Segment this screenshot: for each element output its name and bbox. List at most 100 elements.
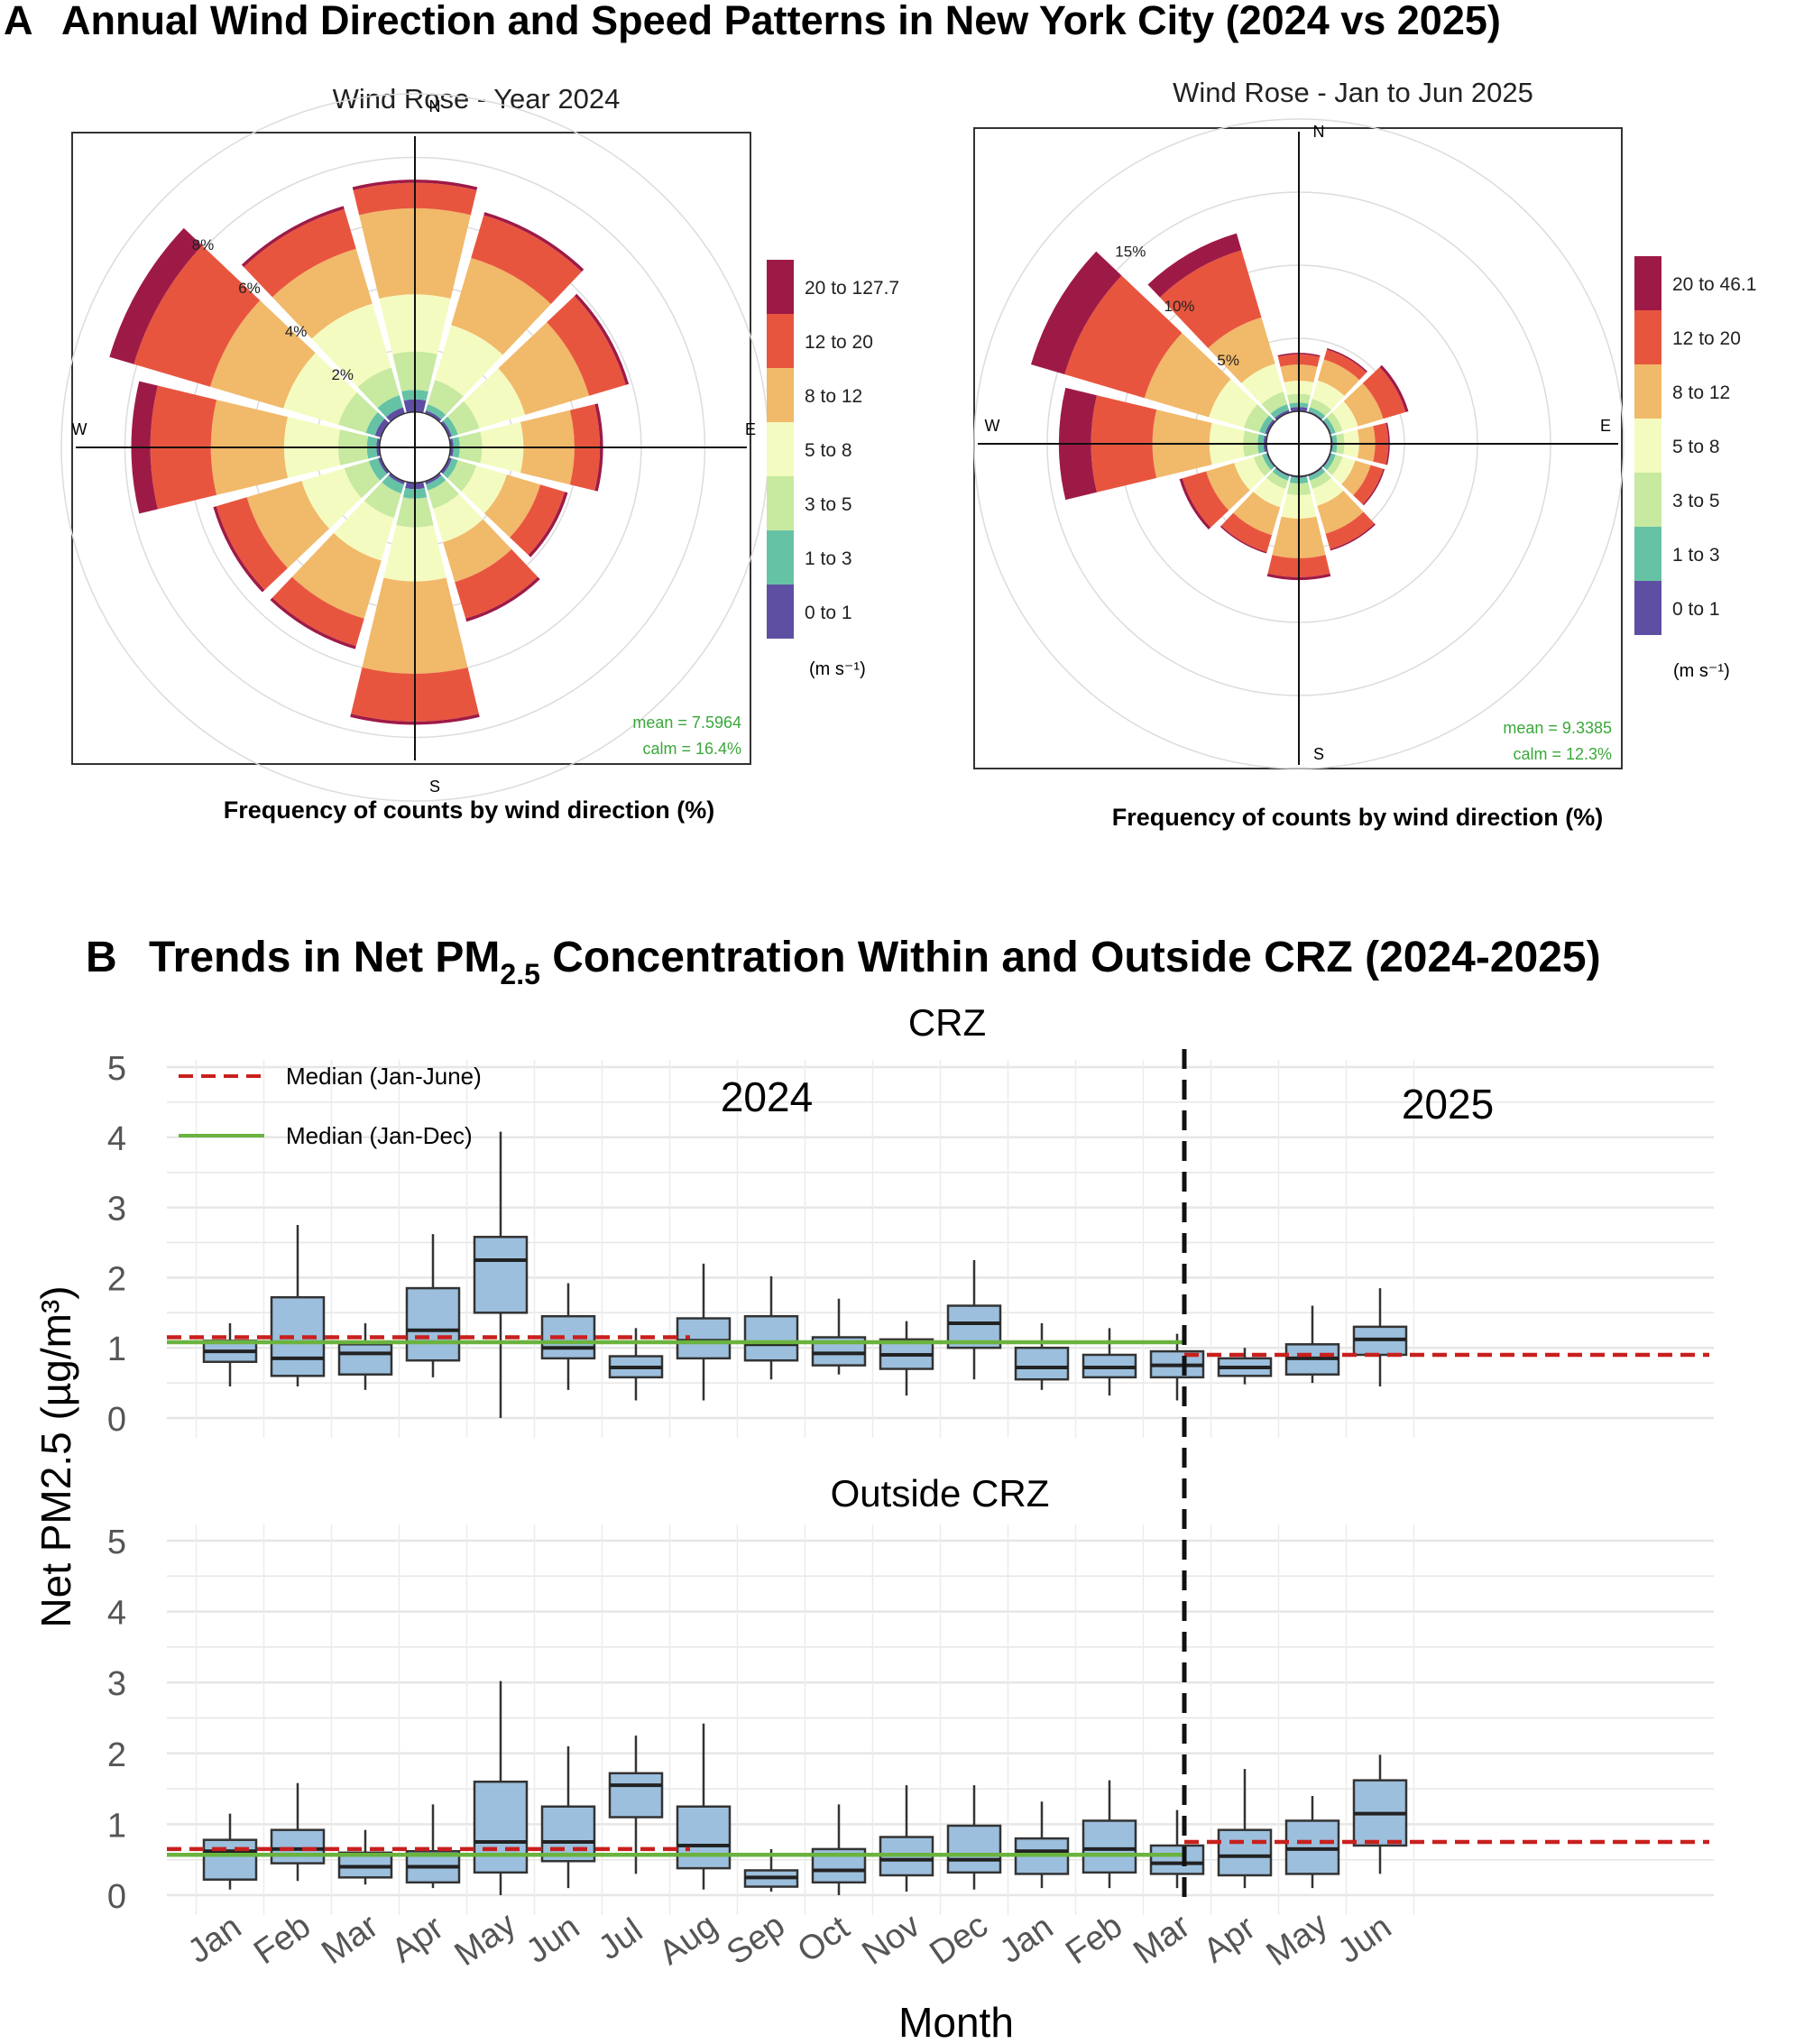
rose-wedge-segment	[574, 293, 630, 385]
box-iqr	[676, 1805, 732, 1870]
rose-wedge-segment	[425, 473, 442, 484]
rose-wedge-segment	[365, 411, 385, 436]
wind-rose-2025-axes	[978, 132, 1618, 765]
box-mar-2025	[1149, 1809, 1205, 1889]
rose-wedge-segment	[357, 367, 400, 409]
rose-wedge-segment	[244, 208, 356, 298]
legend-bin-label: 1 to 3	[805, 548, 852, 569]
month-tick-label: Mar	[1127, 1907, 1197, 1972]
ring-label: 6%	[238, 280, 261, 297]
wind-rose-2025-legend-unit: (m s⁻¹)	[1673, 661, 1730, 681]
box-may-2025	[1284, 1795, 1340, 1889]
rose-wedge-segment	[386, 407, 405, 422]
ring-label: 15%	[1115, 244, 1146, 261]
rose-wedge-segment	[465, 576, 540, 622]
rose-wedge-segment	[547, 296, 626, 396]
box-aug-2024	[676, 1263, 732, 1401]
month-tick-label: May	[1260, 1905, 1335, 1974]
box-iqr	[202, 1838, 258, 1881]
rose-wedge-segment	[213, 506, 265, 593]
rose-wedge-segment	[443, 519, 512, 583]
rose-wedge-segment	[1362, 468, 1385, 506]
box-may-2025	[1284, 1305, 1340, 1384]
box-apr-2025	[1217, 1348, 1273, 1385]
rose-wedge-segment	[455, 548, 538, 619]
box-nov-2024	[879, 1321, 934, 1396]
rose-wedge-segment	[133, 245, 261, 387]
legend-color-swatch	[767, 368, 794, 422]
legend-color-swatch	[767, 422, 794, 476]
rose-wedge-segment	[483, 212, 584, 272]
month-tick-label: Jan	[993, 1908, 1060, 1971]
crz-boxplot-panel: 0 1 2 3 4 5	[107, 1050, 1714, 1439]
outside-crz-boxplot-panel: 0 1 2 3 4 5	[107, 1524, 1714, 1916]
wind-rose-2024: Wind Rose - Year 2024 N E S W 2%4%6%8% m…	[60, 83, 899, 824]
box-oct-2024	[811, 1298, 867, 1375]
wind-rose-2024-mean: mean = 7.5964	[632, 714, 741, 732]
box-may-2024	[473, 1680, 529, 1895]
y-tick-label: 2	[107, 1260, 126, 1298]
rose-wedge-segment	[1341, 460, 1371, 496]
rose-wedge-segment	[1385, 422, 1390, 465]
panel-b-letter: B	[86, 934, 117, 981]
rose-wedge-segment	[1379, 364, 1409, 412]
rose-wedge-segment	[1326, 348, 1368, 373]
rose-wedge-segment	[440, 420, 452, 437]
rose-wedge-segment	[471, 215, 582, 305]
y-tick-label: 1	[107, 1807, 126, 1845]
box-iqr	[1217, 1828, 1273, 1877]
rose-wedge-segment	[364, 482, 401, 519]
rose-wedge-segment	[1144, 333, 1231, 418]
rose-wedge-segment	[272, 248, 373, 339]
rose-wedge-segment	[1270, 404, 1289, 419]
legend-median-jan-june-label: Median (Jan-June)	[286, 1063, 482, 1090]
rose-wedge-segment	[464, 368, 526, 428]
legend-bin-label: 5 to 8	[1672, 437, 1720, 457]
panel-b-title-pre: Trends in Net PM	[149, 934, 500, 981]
box-apr-2024	[405, 1234, 461, 1377]
rose-wedge-segment	[1317, 359, 1360, 396]
legend-color-swatch	[767, 314, 794, 368]
month-tick-label: Sep	[720, 1907, 791, 1973]
box-jan-2025	[1014, 1322, 1070, 1390]
rose-wedge-segment	[1323, 453, 1336, 471]
y-tick-label: 0	[107, 1401, 126, 1439]
rose-wedge-segment	[1179, 478, 1211, 530]
legend-color-swatch	[1634, 473, 1661, 527]
legend-color-swatch	[1634, 256, 1661, 310]
legend-color-swatch	[767, 530, 794, 585]
rose-wedge-segment	[1312, 477, 1344, 506]
legend-bin-label: 3 to 5	[805, 494, 852, 515]
y-tick-label: 1	[107, 1330, 126, 1368]
rose-wedge-segment	[1261, 391, 1288, 414]
wind-rose-2024-legend: 0 to 1 1 to 3 3 to 5 5 to 8 8 to 12 12 to 20 2…	[767, 260, 899, 639]
rose-wedge-segment	[1206, 463, 1250, 511]
box-jan-2025	[1014, 1801, 1070, 1889]
rose-wedge-segment	[1030, 251, 1122, 375]
rose-wedge-segment	[428, 380, 464, 415]
legend-color-swatch	[1634, 419, 1661, 473]
legend-color-swatch	[1634, 527, 1661, 581]
boxplot-legend: Median (Jan-June) Median (Jan-Dec)	[179, 1063, 482, 1149]
ring-label: 4%	[285, 323, 308, 340]
rose-wedge-segment	[528, 492, 568, 557]
rose-wedge-segment	[301, 468, 362, 529]
box-iqr	[405, 1286, 461, 1362]
rose-wedge-segment	[1326, 455, 1343, 475]
rose-wedge-segment	[1343, 382, 1384, 427]
ring-label: 10%	[1164, 298, 1194, 315]
x-axis-label: Month	[898, 1999, 1014, 2044]
y-tick-label: 4	[107, 1595, 126, 1633]
month-tick-label: Jan	[181, 1908, 248, 1971]
y-axis-label: Net PM2.5 (µg/m³)	[32, 1285, 79, 1627]
box-feb-2025	[1081, 1780, 1137, 1889]
year-label-2024: 2024	[721, 1073, 813, 1120]
box-iqr	[540, 1805, 596, 1863]
rose-wedge-segment	[1272, 468, 1290, 481]
rose-wedge-segment	[1266, 471, 1288, 490]
wind-rose-2024-ring-labels: 2% 4% 6% 8%	[192, 236, 354, 383]
rose-wedge-segment	[1310, 398, 1331, 417]
rose-wedge-segment	[311, 303, 391, 388]
